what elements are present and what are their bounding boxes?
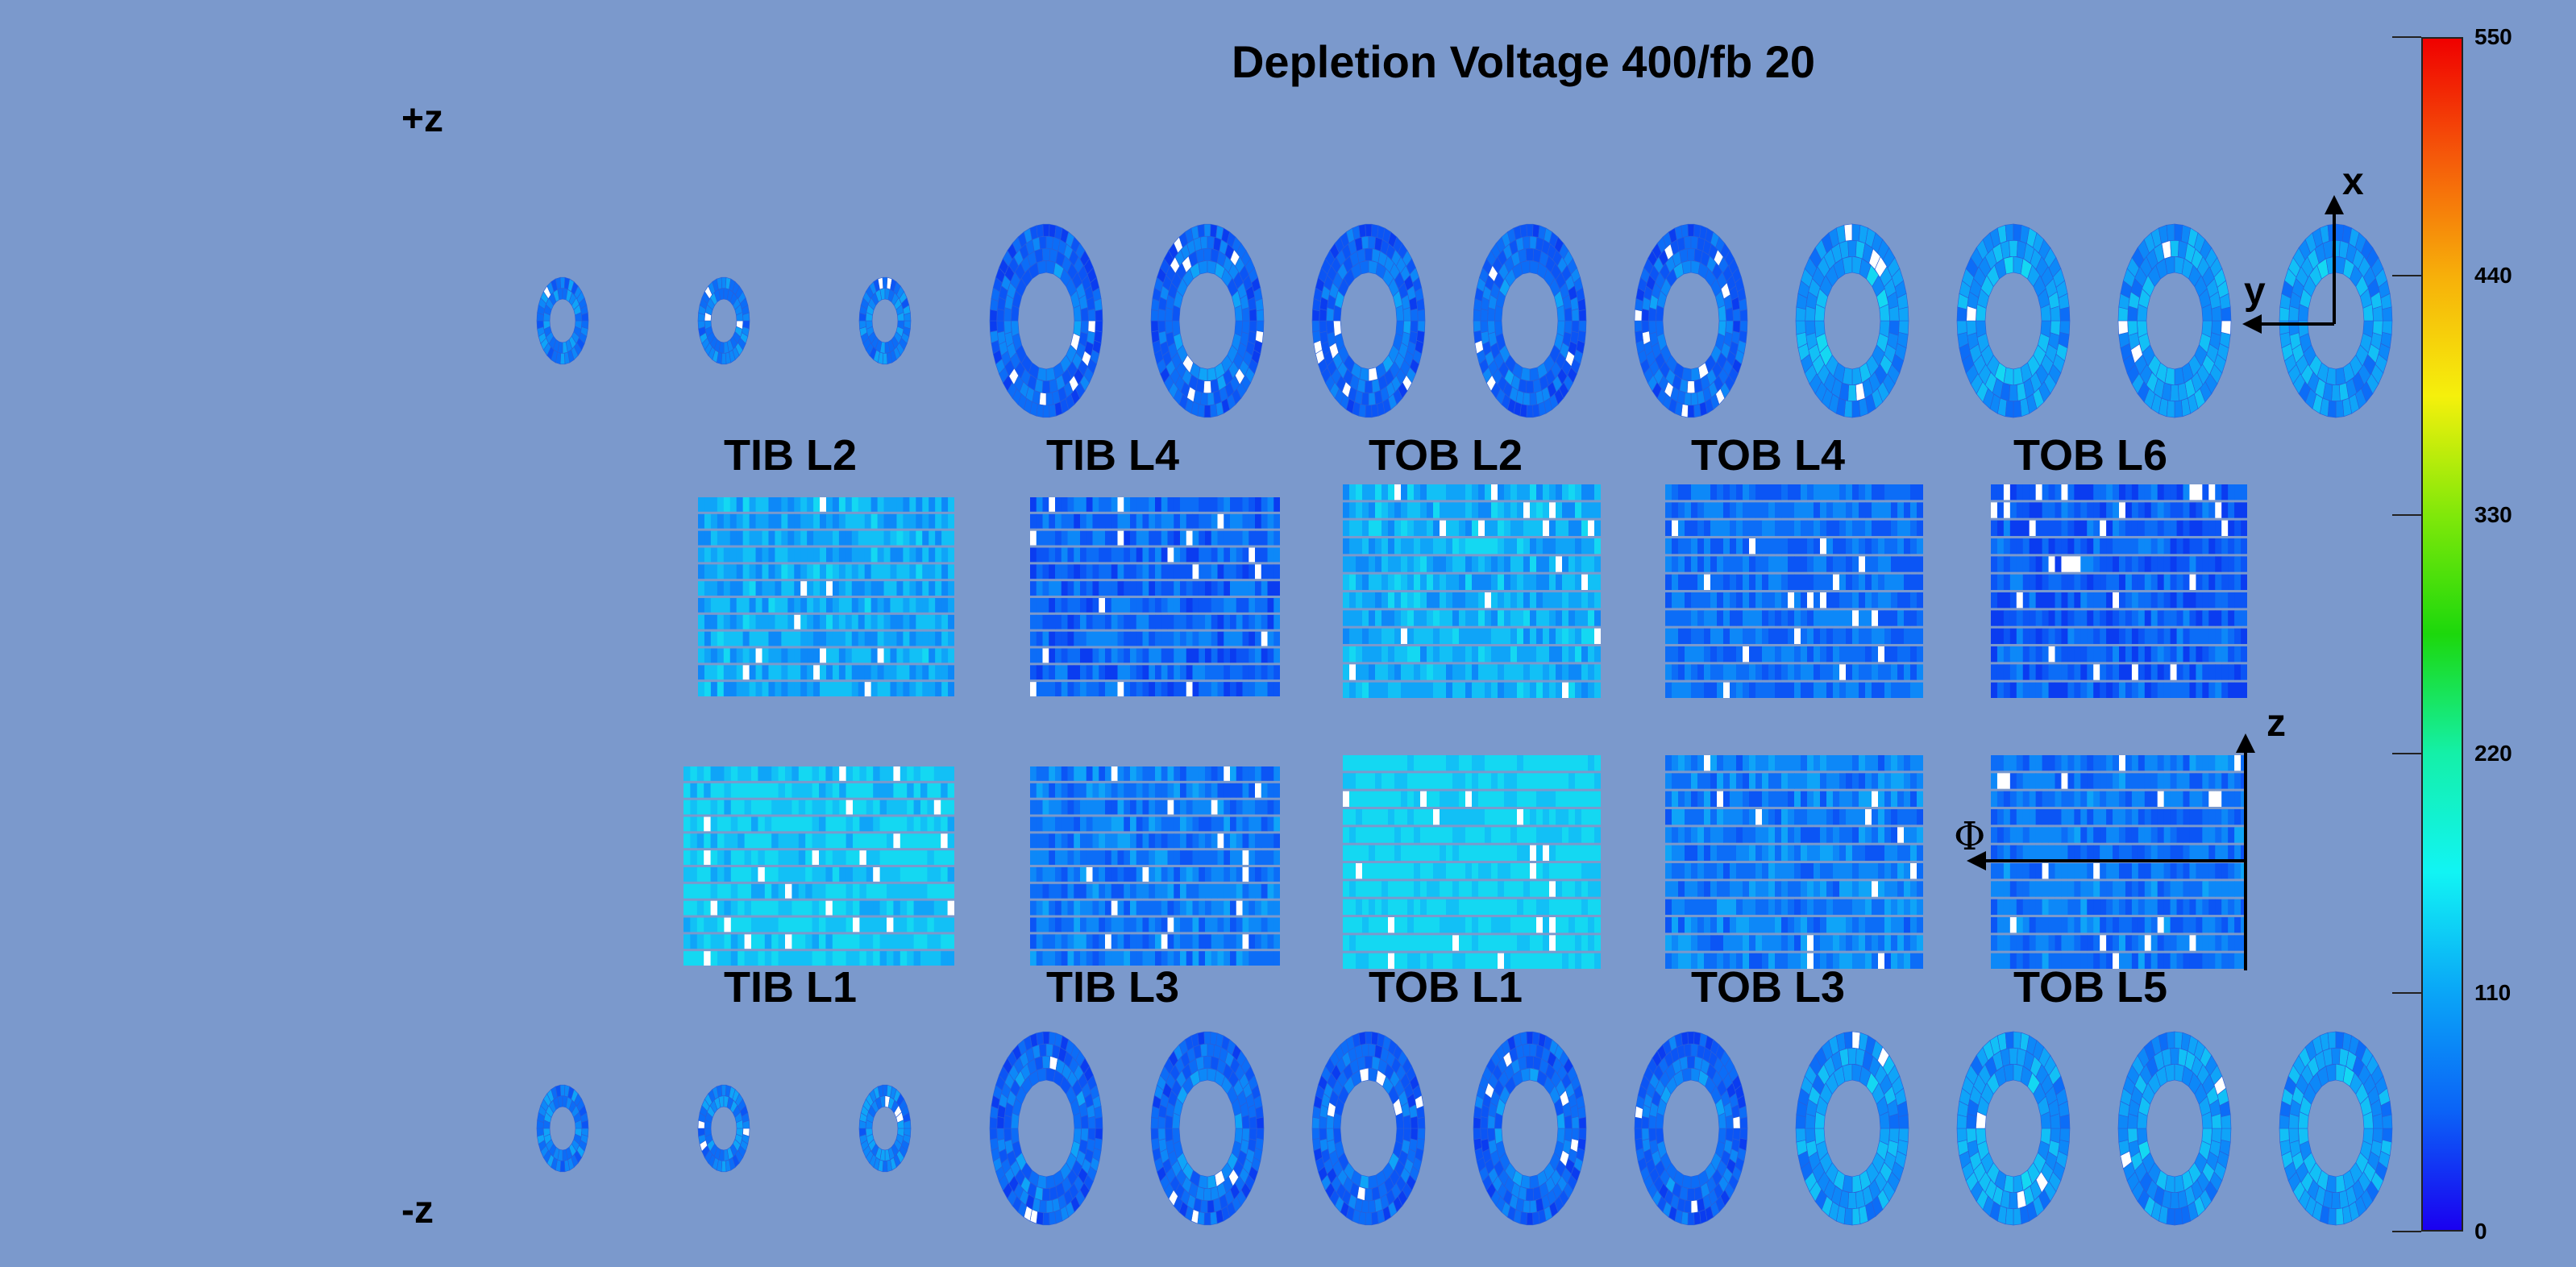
plus-z-tec-disk-3 xyxy=(1311,223,1426,418)
xy-axis-indicator xyxy=(2242,195,2344,334)
tib-l4-map xyxy=(1030,497,1280,696)
layer-label-tib-l4: TIB L4 xyxy=(1046,431,1180,480)
layer-label-tib-l1: TIB L1 xyxy=(724,963,858,1012)
plus-z-tid-disk-1 xyxy=(536,276,589,365)
minus-z-tec-disk-1 xyxy=(989,1031,1103,1226)
plus-z-tec-disk-7 xyxy=(1956,223,2071,418)
layer-label-tob-l1: TOB L1 xyxy=(1369,963,1523,1012)
z-axis-label: z xyxy=(2266,702,2286,745)
tib-l3-map xyxy=(1030,766,1280,966)
minus-z-tec-disk-8 xyxy=(2117,1031,2232,1226)
plus-z-tec-disk-6 xyxy=(1795,223,1909,418)
colorbar-tick-mark xyxy=(2392,513,2421,516)
layer-label-tob-l4: TOB L4 xyxy=(1691,431,1846,480)
minus-z-tid-disk-1 xyxy=(536,1084,589,1173)
y-axis-label: y xyxy=(2244,270,2266,313)
layer-label-tib-l2: TIB L2 xyxy=(724,431,858,480)
phi-axis-label: Φ xyxy=(1954,814,1986,859)
colorbar-tick-mark xyxy=(2392,753,2421,755)
colorbar-tick-mark xyxy=(2392,1231,2421,1232)
tob-l5-map xyxy=(1991,755,2247,969)
layer-label-tob-l5: TOB L5 xyxy=(2013,963,2168,1012)
tob-l3-map xyxy=(1665,755,1923,969)
tob-l4-map xyxy=(1665,484,1923,698)
minus-z-tec-disk-6 xyxy=(1795,1031,1909,1226)
colorbar-tick-label: 550 xyxy=(2474,24,2512,49)
colorbar-tick-mark xyxy=(2392,36,2421,38)
colorbar-tick-mark xyxy=(2392,991,2421,994)
plus-z-tid-disk-2 xyxy=(697,276,750,365)
minus-z-label: -z xyxy=(401,1189,434,1232)
colorbar-tick-mark xyxy=(2392,275,2421,277)
plus-z-tid-disk-3 xyxy=(858,276,912,365)
plus-z-tec-disk-5 xyxy=(1634,223,1748,418)
minus-z-tec-disk-7 xyxy=(1956,1031,2071,1226)
colorbar-tick-label: 110 xyxy=(2474,979,2512,1005)
tob-l1-map xyxy=(1343,755,1601,969)
minus-z-tid-disk-2 xyxy=(697,1084,750,1173)
layer-label-tib-l3: TIB L3 xyxy=(1046,963,1180,1012)
minus-z-tec-disk-2 xyxy=(1150,1031,1265,1226)
tob-l6-map xyxy=(1991,484,2247,698)
minus-z-tec-disk-3 xyxy=(1311,1031,1426,1226)
x-axis-label: x xyxy=(2342,160,2364,203)
colorbar-tick-label: 0 xyxy=(2474,1219,2487,1244)
colorbar-tick-label: 220 xyxy=(2474,741,2512,766)
plus-z-label: +z xyxy=(401,98,444,140)
minus-z-tec-disk-9 xyxy=(2279,1031,2393,1226)
plus-z-tec-disk-1 xyxy=(989,223,1103,418)
plus-z-tec-disk-8 xyxy=(2117,223,2232,418)
plus-z-tec-disk-9 xyxy=(2279,223,2393,418)
plus-z-tec-disk-4 xyxy=(1473,223,1587,418)
plot-title: Depletion Voltage 400/fb 20 xyxy=(1231,36,1816,87)
tib-l1-map xyxy=(683,766,954,966)
plus-z-tec-disk-2 xyxy=(1150,223,1265,418)
layer-label-tob-l3: TOB L3 xyxy=(1691,963,1846,1012)
layer-label-tob-l6: TOB L6 xyxy=(2013,431,2168,480)
tib-l2-map xyxy=(698,497,954,696)
minus-z-tec-disk-5 xyxy=(1634,1031,1748,1226)
colorbar xyxy=(2421,37,2463,1232)
minus-z-tid-disk-3 xyxy=(858,1084,912,1173)
z-phi-axis-indicator xyxy=(1967,733,2255,970)
colorbar-tick-label: 440 xyxy=(2474,263,2512,289)
minus-z-tec-disk-4 xyxy=(1473,1031,1587,1226)
layer-label-tob-l2: TOB L2 xyxy=(1369,431,1523,480)
tob-l2-map xyxy=(1343,484,1601,698)
colorbar-tick-label: 330 xyxy=(2474,501,2512,527)
